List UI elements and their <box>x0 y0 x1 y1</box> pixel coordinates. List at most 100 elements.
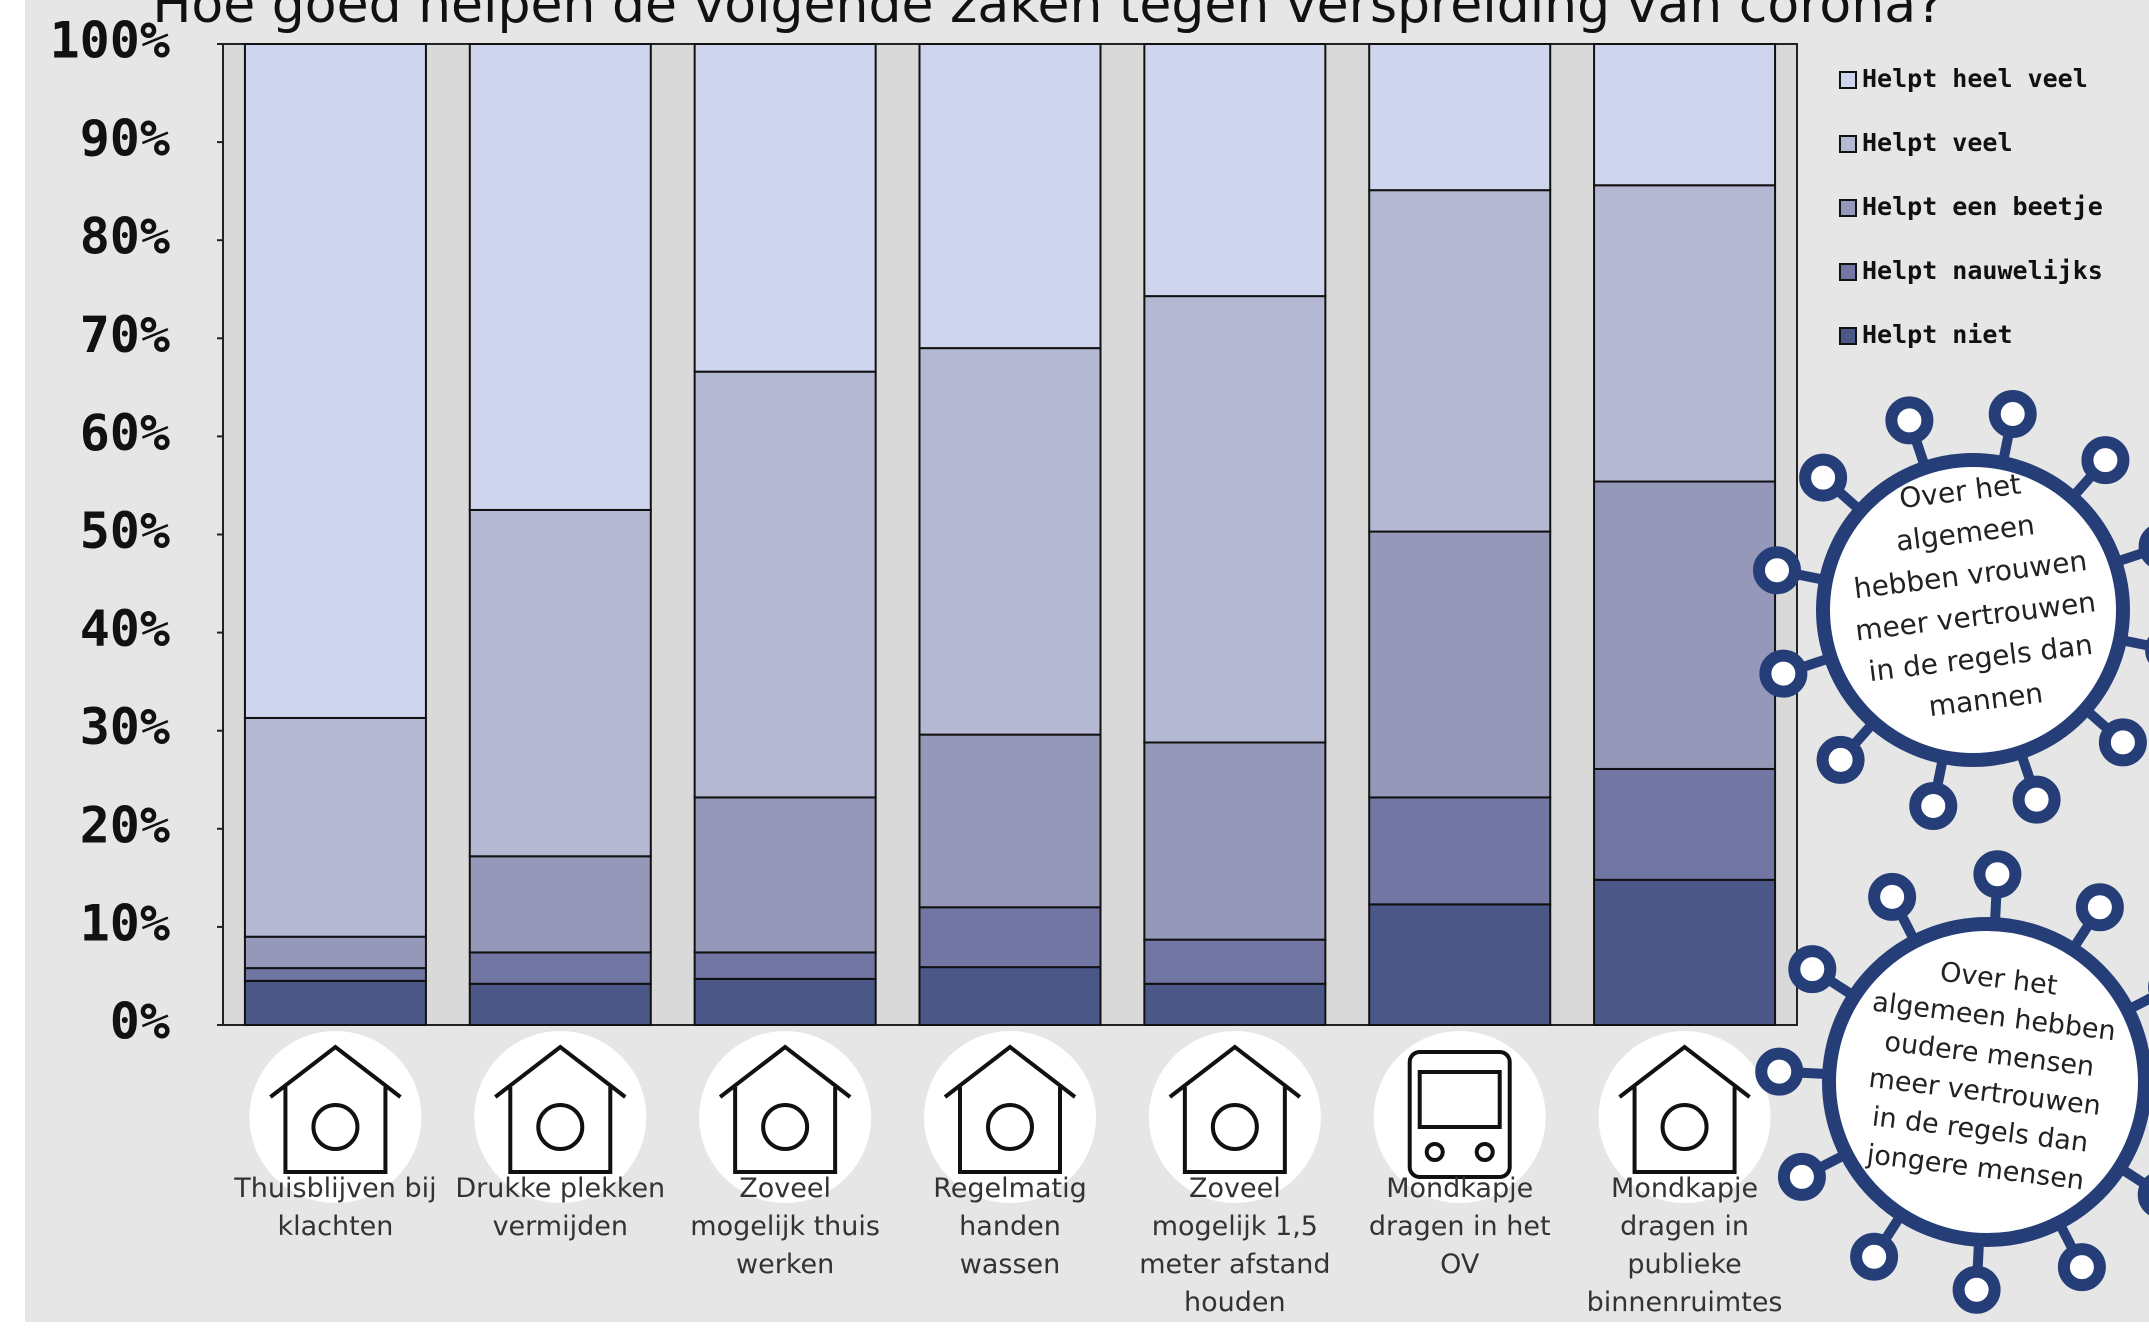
bar-segment <box>1593 767 1777 881</box>
virus-spike <box>2113 545 2149 568</box>
y-tick-label: 80% <box>80 208 170 266</box>
icon-circle <box>1148 1031 1321 1203</box>
icon <box>1168 1044 1302 1174</box>
icon-part <box>311 1103 360 1151</box>
icon-part <box>1417 1070 1502 1129</box>
bar-segment <box>693 370 877 799</box>
bar-segment <box>1593 878 1777 1027</box>
virus-knob <box>1799 453 1848 502</box>
y-tick-label: 60% <box>80 404 170 462</box>
virus-knob <box>2138 526 2149 567</box>
virus-body <box>1822 917 2149 1247</box>
y-tick-label: 50% <box>80 502 170 560</box>
virus-knob <box>1909 782 1958 831</box>
x-tick-label: Zoveel mogelijk 1,5 meter afstand houden <box>1139 1173 1331 1318</box>
y-tick-label: 10% <box>80 894 170 952</box>
bar-segment <box>243 716 427 938</box>
virus-knob <box>2137 1174 2149 1216</box>
virus-knob <box>1988 389 2037 438</box>
bar-segment <box>918 906 1102 969</box>
virus-knob <box>1788 945 1837 994</box>
bar-segment <box>693 951 877 980</box>
annotation: Over het algemeen hebben oudere mensen m… <box>1865 956 2118 1197</box>
icon-circle <box>699 1031 872 1203</box>
icon-circle <box>474 1031 647 1203</box>
y-tick-label: 0% <box>110 993 170 1051</box>
bar-segment <box>243 43 427 719</box>
icon-part <box>1424 1142 1445 1162</box>
bar-segment <box>468 951 652 985</box>
bar-segment <box>1368 903 1552 1026</box>
virus-spike <box>2116 1163 2149 1193</box>
bar-segment <box>1368 796 1552 906</box>
y-tick-label: 100% <box>50 12 170 70</box>
bar-segment <box>918 43 1102 350</box>
icon-circle <box>924 1031 1096 1203</box>
y-tick-label: 40% <box>80 600 170 658</box>
legend-label: Helpt niet <box>1862 320 2013 349</box>
bar-segment <box>468 982 652 1026</box>
legend-label: Helpt nauwelijks <box>1862 256 2103 285</box>
bar-segment <box>468 855 652 954</box>
virus-knob <box>1850 1232 1899 1281</box>
icon-part <box>718 1044 852 1174</box>
icon-circle <box>1598 1031 1771 1203</box>
y-tick-label: 30% <box>80 698 170 756</box>
legend-swatch <box>1839 327 1857 345</box>
virus-knob <box>1752 546 1801 595</box>
virus-body <box>1816 453 2130 767</box>
virus-knob <box>1777 1152 1826 1201</box>
bar-segment <box>1593 43 1777 187</box>
legend-swatch <box>1839 199 1857 217</box>
icon-part <box>1618 1044 1751 1174</box>
bar-segment <box>1368 530 1552 799</box>
legend-label: Helpt heel veel <box>1862 64 2088 93</box>
virus-knob <box>1868 872 1917 921</box>
icon-part <box>986 1103 1034 1151</box>
bar-segment <box>468 508 652 858</box>
x-tick-label: Regelmatig handen wassen <box>933 1173 1087 1280</box>
icon-part <box>1210 1103 1259 1151</box>
bar-segment <box>243 967 427 982</box>
virus-knob <box>1952 1265 2001 1314</box>
virus-knob <box>2012 775 2061 824</box>
icon-part <box>1168 1044 1302 1174</box>
virus-knob <box>1755 1047 1804 1096</box>
bar-segment <box>243 935 427 970</box>
icon-part <box>943 1044 1077 1174</box>
icon <box>1618 1044 1751 1174</box>
virus-knob <box>2057 1243 2106 1292</box>
icon <box>269 1044 402 1174</box>
icon <box>1407 1050 1512 1179</box>
bar-segment <box>693 977 877 1027</box>
icon-circle <box>1373 1031 1546 1203</box>
x-tick-label: Drukke plekken vermijden <box>455 1173 666 1242</box>
virus-knob <box>1759 649 1808 698</box>
bar-segment <box>1368 189 1552 533</box>
icon-part <box>494 1044 627 1174</box>
icon <box>494 1044 627 1174</box>
bar-segment <box>1143 938 1327 985</box>
bar-segment <box>693 796 877 954</box>
x-tick-label: Thuisblijven bij klachten <box>234 1173 437 1242</box>
icon-circle <box>249 1031 422 1203</box>
bar-segment <box>918 966 1102 1026</box>
virus-spike <box>2119 634 2149 651</box>
legend-label: Helpt veel <box>1862 128 2013 157</box>
x-tick-label: Mondkapje dragen in publieke binnenruimt… <box>1586 1173 1783 1318</box>
legend-label: Helpt een beetje <box>1862 192 2103 221</box>
bar-segment <box>693 43 877 373</box>
chart-title: Hoe goed helpen de volgende zaken tegen … <box>152 0 1943 35</box>
virus-knob <box>2098 718 2147 767</box>
x-tick-label: Mondkapje dragen in het OV <box>1368 1173 1551 1280</box>
icon-part <box>1407 1050 1512 1179</box>
virus-knob <box>2081 436 2130 485</box>
virus-knob <box>1885 396 1934 445</box>
bar-segment <box>468 43 652 511</box>
y-tick-label: 20% <box>80 796 170 854</box>
virus-knob <box>1973 850 2022 899</box>
y-tick-label: 70% <box>80 306 170 364</box>
bar-segment <box>1143 982 1327 1026</box>
